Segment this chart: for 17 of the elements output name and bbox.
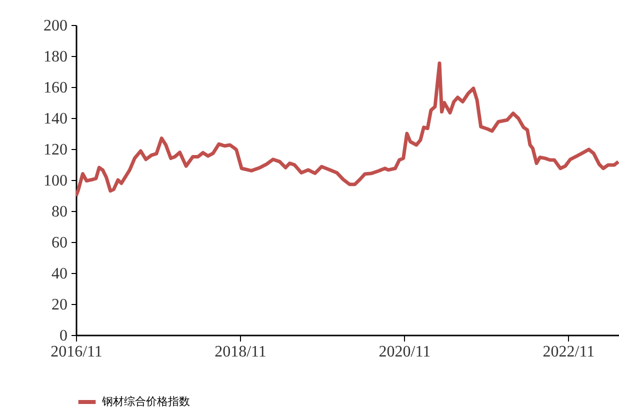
y-tick-label: 160: [44, 80, 68, 96]
y-tick-label: 180: [44, 48, 68, 66]
legend-label: 钢材综合价格指数: [101, 395, 190, 408]
y-tick-label: 80: [52, 204, 68, 220]
y-tick-label: 120: [44, 142, 68, 158]
x-tick-label: 2020/11: [378, 344, 431, 360]
y-tick-label: 100: [44, 172, 68, 190]
y-tick-label: 20: [52, 296, 68, 314]
x-tick-label: 2016/11: [50, 344, 102, 360]
line-series: [76, 62, 619, 198]
y-tick-label: 60: [52, 234, 68, 252]
x-tick-label: 2018/11: [214, 344, 266, 360]
x-tick-label: 2022/11: [542, 344, 595, 360]
y-tick-label: 40: [52, 266, 68, 282]
y-tick-label: 0: [60, 328, 68, 344]
y-tick-label: 140: [44, 110, 68, 128]
y-tick-label: 200: [44, 18, 68, 34]
